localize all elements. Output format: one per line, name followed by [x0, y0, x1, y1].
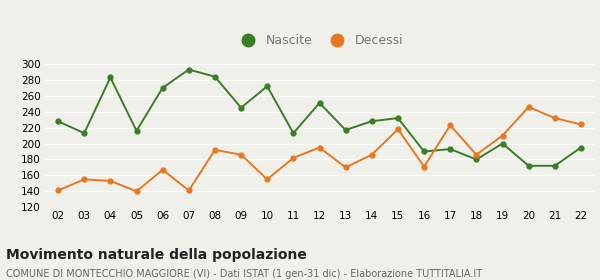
Decessi — [238, 153, 245, 156]
Decessi — [473, 153, 480, 156]
Decessi — [263, 178, 271, 181]
Nascite — [55, 120, 62, 123]
Nascite — [499, 142, 506, 145]
Nascite — [551, 164, 559, 167]
Line: Decessi: Decessi — [56, 104, 583, 194]
Nascite — [80, 132, 88, 135]
Decessi — [525, 105, 532, 109]
Decessi — [107, 179, 114, 183]
Nascite — [342, 128, 349, 132]
Decessi — [159, 168, 166, 171]
Nascite — [316, 101, 323, 105]
Decessi — [577, 123, 584, 126]
Nascite — [238, 106, 245, 109]
Decessi — [211, 148, 218, 151]
Decessi — [551, 116, 559, 120]
Decessi — [133, 190, 140, 193]
Decessi — [290, 156, 297, 160]
Decessi — [342, 166, 349, 169]
Nascite — [211, 75, 218, 78]
Decessi — [499, 134, 506, 137]
Nascite — [577, 146, 584, 149]
Decessi — [421, 165, 428, 168]
Nascite — [290, 132, 297, 135]
Nascite — [107, 76, 114, 79]
Line: Nascite: Nascite — [56, 67, 583, 168]
Nascite — [263, 85, 271, 88]
Nascite — [473, 158, 480, 161]
Decessi — [80, 178, 88, 181]
Legend: Nascite, Decessi: Nascite, Decessi — [230, 29, 409, 52]
Decessi — [185, 189, 193, 192]
Nascite — [394, 116, 401, 120]
Nascite — [133, 129, 140, 132]
Text: Movimento naturale della popolazione: Movimento naturale della popolazione — [6, 248, 307, 262]
Decessi — [368, 153, 376, 156]
Nascite — [368, 120, 376, 123]
Decessi — [316, 146, 323, 149]
Decessi — [55, 189, 62, 192]
Nascite — [446, 148, 454, 151]
Decessi — [394, 127, 401, 131]
Nascite — [185, 68, 193, 71]
Decessi — [446, 123, 454, 127]
Nascite — [421, 150, 428, 153]
Nascite — [525, 164, 532, 167]
Nascite — [159, 86, 166, 90]
Text: COMUNE DI MONTECCHIO MAGGIORE (VI) - Dati ISTAT (1 gen-31 dic) - Elaborazione TU: COMUNE DI MONTECCHIO MAGGIORE (VI) - Dat… — [6, 269, 482, 279]
